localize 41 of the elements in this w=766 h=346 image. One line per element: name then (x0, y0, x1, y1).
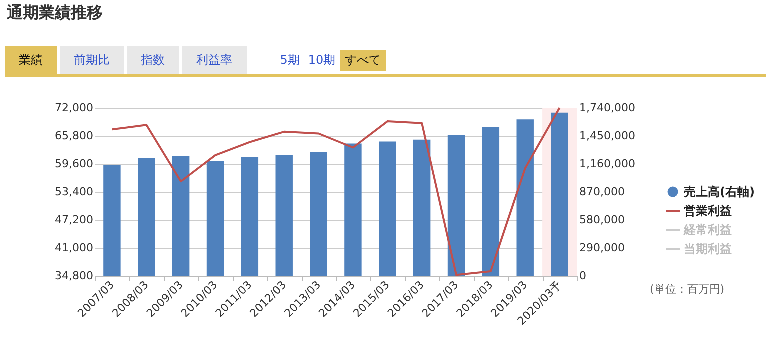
legend-label: 当期利益 (684, 242, 732, 256)
y2-tick-label: 580,000 (580, 214, 625, 226)
text: すべて (345, 53, 381, 67)
bar (344, 144, 362, 276)
bar (310, 152, 328, 276)
bar (448, 135, 466, 276)
text: 指数 (140, 53, 165, 67)
legend-label: 売上高(右軸) (684, 185, 755, 199)
bar (276, 155, 293, 276)
chart-title: 通期業績推移 (6, 3, 103, 22)
y2-tick-label: 290,000 (580, 242, 625, 254)
text: 業績 (19, 53, 43, 67)
y-tick-label: 41,000 (55, 242, 94, 254)
y-tick-label: 72,000 (55, 102, 94, 114)
bar (413, 140, 431, 276)
y-tick-label: 65,800 (55, 130, 94, 142)
text: 利益率 (196, 53, 232, 67)
y2-tick-label: 1,450,000 (580, 130, 636, 142)
text: 前期比 (74, 53, 110, 67)
text: 10期 (308, 53, 336, 67)
legend-label: 経常利益 (683, 223, 732, 237)
line-series (111, 107, 561, 276)
y2-tick-label: 1,160,000 (580, 158, 636, 170)
legend-label: 営業利益 (684, 204, 732, 218)
bar (516, 120, 534, 276)
bar (172, 156, 190, 276)
bar (241, 157, 259, 276)
bar (104, 164, 121, 276)
text: (単位：百万円) (650, 283, 725, 296)
bar (138, 158, 156, 276)
y2-tick-label: 1,740,000 (580, 102, 636, 114)
bar (206, 161, 224, 276)
y2-tick-label: 870,000 (580, 186, 625, 198)
y-tick-label: 47,200 (55, 214, 94, 226)
y-tick-label: 53,400 (55, 186, 94, 198)
bar (482, 127, 500, 276)
y-tick-label: 59,600 (55, 158, 94, 170)
y-tick-label: 34,800 (55, 270, 94, 282)
y2-tick-label: 0 (580, 270, 586, 282)
text: 5期 (280, 53, 300, 67)
bar (379, 142, 396, 276)
